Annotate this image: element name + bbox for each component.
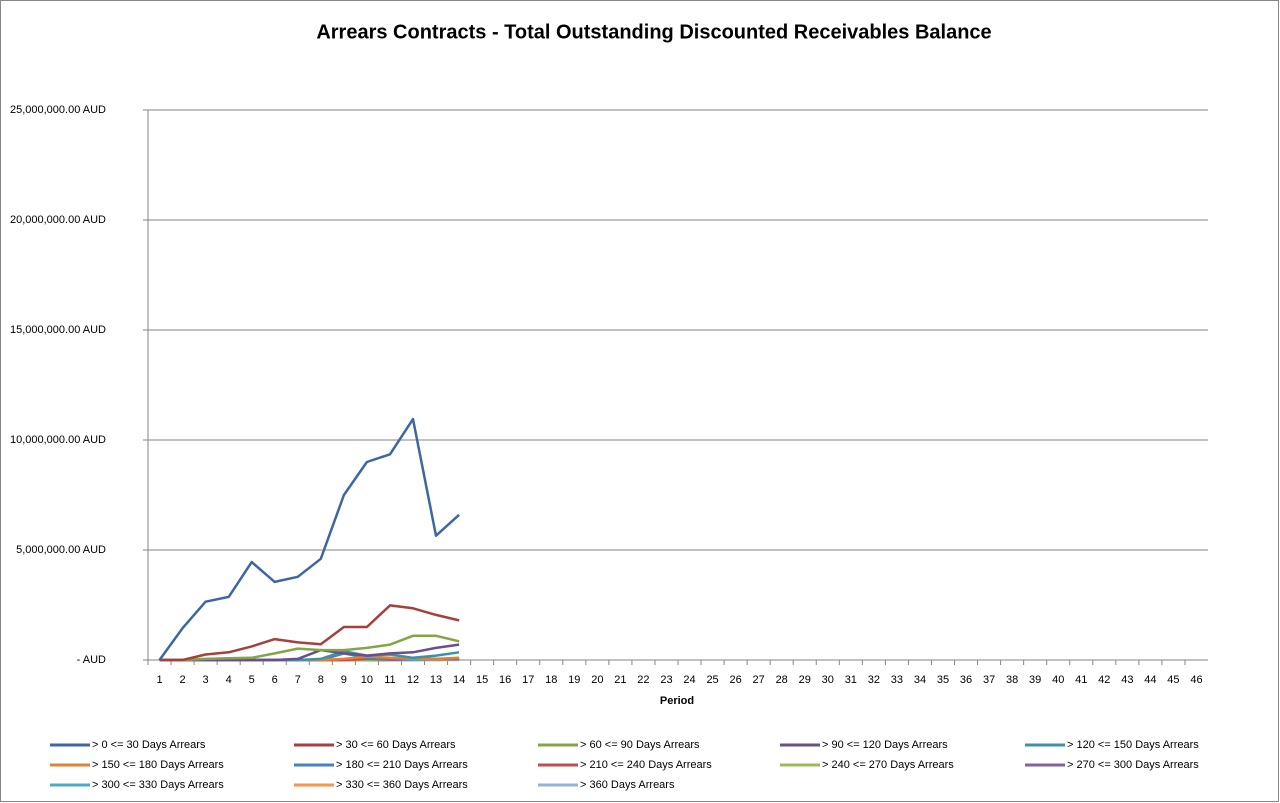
x-tick-label: 14 — [453, 674, 465, 686]
x-tick-label: 36 — [960, 674, 972, 686]
x-tick-label: 16 — [499, 674, 511, 686]
x-tick-label: 11 — [384, 674, 395, 686]
x-tick-label: 18 — [545, 674, 557, 686]
x-tick-label: 41 — [1075, 674, 1087, 686]
x-tick-label: 3 — [203, 674, 209, 686]
x-tick-label: 9 — [341, 674, 347, 686]
x-tick-label: 8 — [318, 674, 324, 686]
series-line — [159, 604, 460, 662]
x-tick-label: 35 — [937, 674, 949, 686]
y-tick-label: - AUD — [77, 654, 106, 666]
x-tick-label: 43 — [1121, 674, 1133, 686]
x-tick-label: 29 — [799, 674, 811, 686]
legend-label: > 30 <= 60 Days Arrears — [336, 739, 456, 751]
x-tick-label: 21 — [614, 674, 626, 686]
x-tick-label: 26 — [729, 674, 741, 686]
x-tick-label: 37 — [983, 674, 995, 686]
x-tick-label: 2 — [180, 674, 186, 686]
x-tick-label: 20 — [591, 674, 603, 686]
x-axis-label: Period — [660, 695, 694, 707]
series-line — [158, 417, 460, 661]
legend-label: > 360 Days Arrears — [580, 779, 675, 791]
legend-label: > 270 <= 300 Days Arrears — [1067, 759, 1199, 771]
x-tick-label: 13 — [430, 674, 442, 686]
x-tick-label: 33 — [891, 674, 903, 686]
x-tick-label: 4 — [226, 674, 232, 686]
x-tick-label: 1 — [156, 674, 162, 686]
x-tick-label: 22 — [637, 674, 649, 686]
y-tick-label: 20,000,000.00 AUD — [10, 214, 106, 226]
legend-label: > 240 <= 270 Days Arrears — [822, 759, 954, 771]
x-tick-label: 44 — [1144, 674, 1156, 686]
x-tick-label: 38 — [1006, 674, 1018, 686]
x-tick-label: 27 — [753, 674, 765, 686]
x-tick-label: 32 — [868, 674, 880, 686]
x-tick-label: 10 — [361, 674, 373, 686]
legend-label: > 300 <= 330 Days Arrears — [92, 779, 224, 791]
x-tick-label: 31 — [845, 674, 857, 686]
x-tick-label: 39 — [1029, 674, 1041, 686]
legend-label: > 60 <= 90 Days Arrears — [580, 739, 700, 751]
x-tick-label: 17 — [522, 674, 534, 686]
x-tick-label: 25 — [706, 674, 718, 686]
x-tick-label: 24 — [683, 674, 695, 686]
x-tick-label: 28 — [776, 674, 788, 686]
legend-label: > 210 <= 240 Days Arrears — [580, 759, 712, 771]
x-tick-label: 40 — [1052, 674, 1064, 686]
y-tick-label: 5,000,000.00 AUD — [16, 544, 106, 556]
y-tick-label: 25,000,000.00 AUD — [10, 104, 106, 116]
legend-label: > 330 <= 360 Days Arrears — [336, 779, 468, 791]
legend-label: > 90 <= 120 Days Arrears — [822, 739, 948, 751]
x-tick-label: 45 — [1167, 674, 1179, 686]
x-tick-label: 7 — [295, 674, 301, 686]
legend-label: > 150 <= 180 Days Arrears — [92, 759, 224, 771]
series-line — [159, 634, 460, 662]
x-tick-label: 34 — [914, 674, 926, 686]
x-tick-label: 46 — [1190, 674, 1202, 686]
x-tick-label: 30 — [822, 674, 834, 686]
chart-title: Arrears Contracts - Total Outstanding Di… — [316, 21, 991, 43]
y-tick-label: 10,000,000.00 AUD — [10, 434, 106, 446]
x-tick-label: 5 — [249, 674, 255, 686]
x-tick-label: 42 — [1098, 674, 1110, 686]
x-tick-label: 23 — [660, 674, 672, 686]
x-tick-label: 19 — [568, 674, 580, 686]
x-tick-label: 12 — [407, 674, 419, 686]
x-tick-label: 6 — [272, 674, 278, 686]
x-tick-label: 15 — [476, 674, 488, 686]
y-tick-label: 15,000,000.00 AUD — [10, 324, 106, 336]
legend-label: > 0 <= 30 Days Arrears — [92, 739, 206, 751]
legend-label: > 180 <= 210 Days Arrears — [336, 759, 468, 771]
legend-label: > 120 <= 150 Days Arrears — [1067, 739, 1199, 751]
